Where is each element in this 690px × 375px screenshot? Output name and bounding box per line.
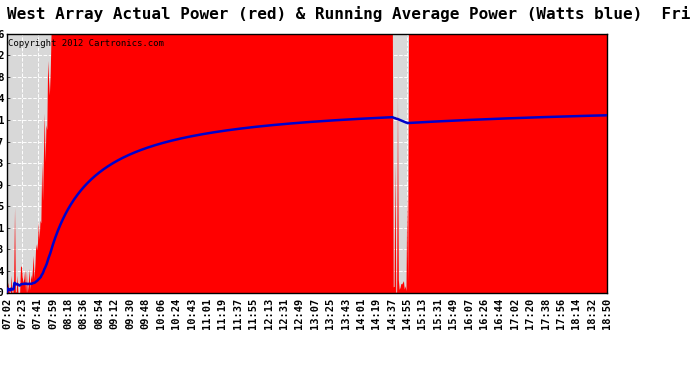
Text: Copyright 2012 Cartronics.com: Copyright 2012 Cartronics.com bbox=[8, 39, 164, 48]
Text: West Array Actual Power (red) & Running Average Power (Watts blue)  Fri Mar 16 1: West Array Actual Power (red) & Running … bbox=[7, 6, 690, 22]
